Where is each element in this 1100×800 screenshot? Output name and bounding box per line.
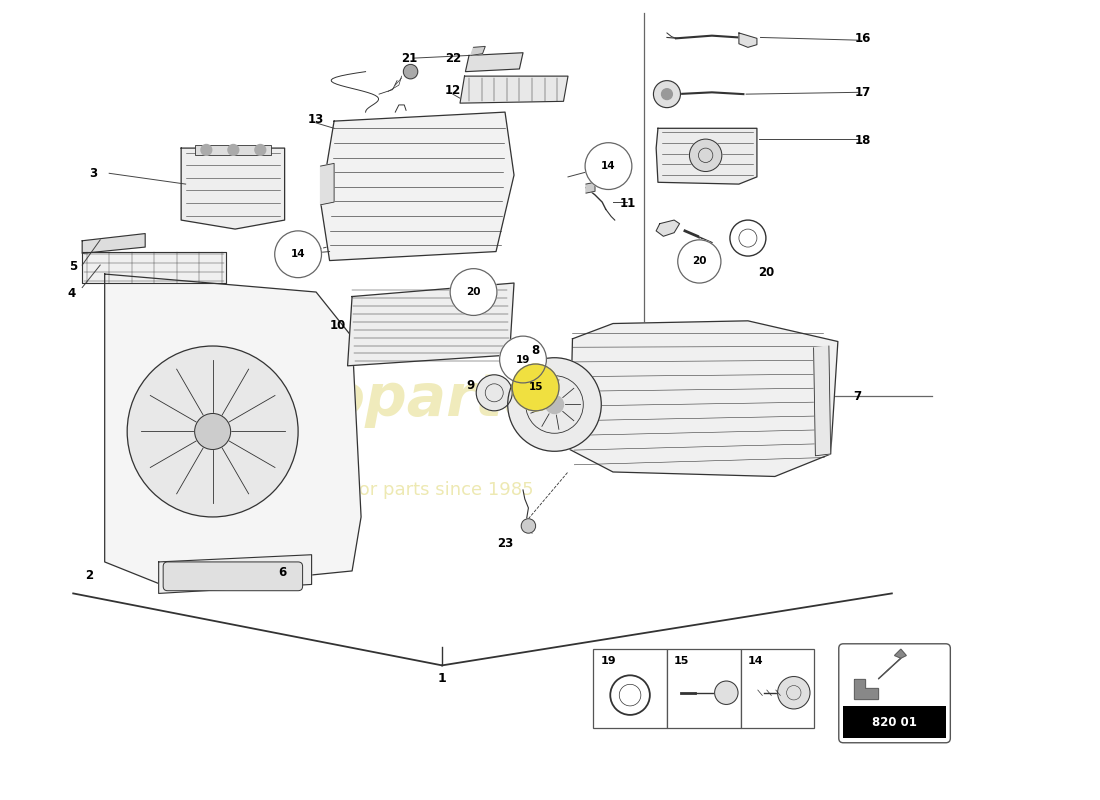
Text: 20: 20 [692, 257, 706, 266]
Circle shape [585, 142, 631, 190]
Text: 10: 10 [330, 319, 345, 332]
Circle shape [201, 145, 211, 155]
Circle shape [128, 346, 298, 517]
Circle shape [661, 89, 672, 99]
Circle shape [653, 81, 681, 108]
Text: 16: 16 [855, 32, 871, 45]
Text: 20: 20 [758, 266, 774, 278]
Text: 8: 8 [531, 344, 540, 357]
Circle shape [275, 231, 321, 278]
Circle shape [678, 240, 721, 283]
Polygon shape [158, 554, 311, 594]
Circle shape [195, 414, 231, 450]
Text: 19: 19 [601, 656, 616, 666]
Text: europartes: europartes [216, 371, 579, 429]
Text: 20: 20 [466, 287, 481, 297]
Text: 2: 2 [86, 569, 94, 582]
Text: 14: 14 [602, 161, 616, 171]
Text: 820 01: 820 01 [872, 715, 917, 729]
FancyBboxPatch shape [839, 644, 950, 742]
Polygon shape [604, 166, 617, 184]
Text: 15: 15 [528, 382, 543, 393]
Text: 22: 22 [444, 52, 461, 65]
Circle shape [513, 364, 559, 410]
Polygon shape [320, 112, 514, 261]
Text: 14: 14 [748, 656, 763, 666]
FancyBboxPatch shape [667, 649, 740, 728]
Polygon shape [570, 321, 838, 477]
Polygon shape [471, 46, 485, 55]
Polygon shape [657, 128, 757, 184]
Text: 7: 7 [854, 390, 861, 403]
Circle shape [228, 145, 239, 155]
Polygon shape [460, 76, 568, 103]
Circle shape [715, 681, 738, 705]
Polygon shape [879, 649, 906, 679]
Polygon shape [182, 148, 285, 229]
Text: 4: 4 [67, 287, 76, 300]
Text: 17: 17 [855, 86, 871, 99]
Circle shape [404, 65, 418, 79]
Text: 15: 15 [674, 656, 690, 666]
Text: 3: 3 [89, 166, 97, 180]
FancyBboxPatch shape [844, 706, 946, 738]
Circle shape [476, 375, 513, 410]
Text: 12: 12 [444, 84, 461, 97]
Bar [195, 145, 271, 155]
Text: 1: 1 [438, 672, 447, 686]
Circle shape [450, 269, 497, 315]
Text: 9: 9 [466, 379, 475, 392]
Text: 23: 23 [497, 538, 513, 550]
Polygon shape [82, 251, 227, 283]
Circle shape [521, 518, 536, 533]
Text: 6: 6 [278, 566, 287, 579]
Circle shape [255, 145, 266, 155]
Polygon shape [320, 163, 334, 205]
Polygon shape [82, 234, 145, 254]
Circle shape [546, 395, 563, 414]
Polygon shape [739, 33, 757, 47]
Polygon shape [657, 220, 680, 236]
FancyBboxPatch shape [593, 649, 667, 728]
FancyBboxPatch shape [740, 649, 814, 728]
Text: a passion for parts since 1985: a passion for parts since 1985 [261, 481, 534, 499]
Circle shape [690, 139, 722, 171]
Polygon shape [814, 346, 830, 456]
Polygon shape [586, 182, 595, 193]
Circle shape [778, 677, 810, 709]
FancyBboxPatch shape [163, 562, 302, 590]
Polygon shape [104, 274, 361, 589]
Text: 14: 14 [290, 250, 306, 259]
Text: 5: 5 [69, 260, 77, 274]
Polygon shape [465, 53, 522, 72]
Polygon shape [854, 679, 879, 698]
Text: 19: 19 [516, 354, 530, 365]
Text: 11: 11 [619, 198, 636, 210]
Circle shape [499, 336, 547, 383]
Text: 13: 13 [308, 113, 324, 126]
Circle shape [508, 358, 602, 451]
Polygon shape [348, 283, 514, 366]
Text: 21: 21 [400, 52, 417, 65]
Text: 18: 18 [855, 134, 871, 147]
